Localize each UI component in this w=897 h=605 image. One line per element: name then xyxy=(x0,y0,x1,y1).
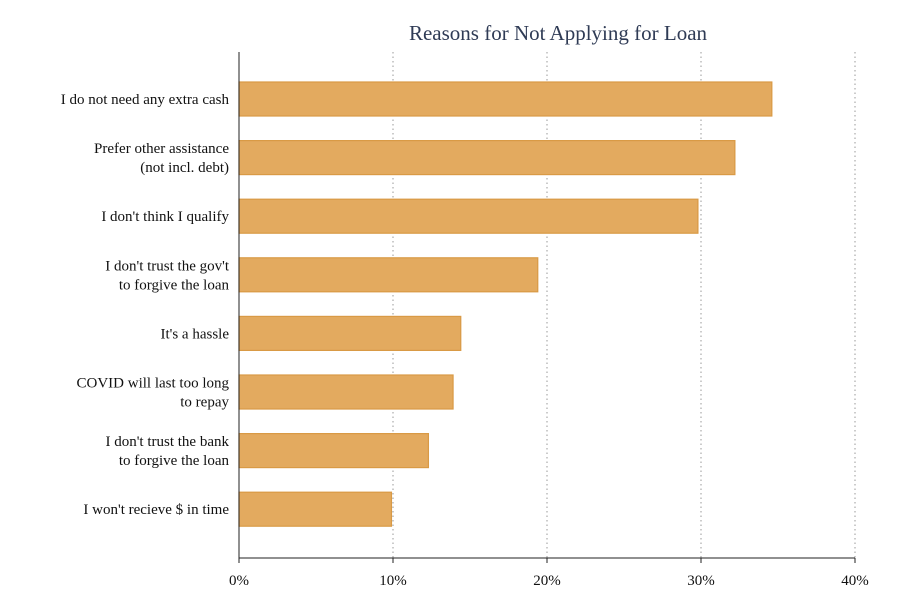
category-label-1-line-1: (not incl. debt) xyxy=(140,160,229,176)
bars xyxy=(238,81,773,527)
chart-title: Reasons for Not Applying for Loan xyxy=(409,21,708,45)
x-tick-label-40: 40% xyxy=(841,573,869,589)
category-label-6-line-1: to forgive the loan xyxy=(119,453,230,469)
bar-5 xyxy=(238,374,454,410)
category-label-4: It's a hassle xyxy=(160,326,229,342)
grid-lines xyxy=(392,52,856,558)
category-label-1: Prefer other assistance (not incl. debt) xyxy=(94,141,229,176)
category-label-5-line-1: to repay xyxy=(180,395,229,411)
bar-3 xyxy=(238,257,539,293)
x-tick-label-20: 20% xyxy=(533,573,561,589)
x-tick-label-0: 0% xyxy=(229,573,249,589)
category-label-7: I won't recieve $ in time xyxy=(83,502,229,518)
category-label-7-line-0: I won't recieve $ in time xyxy=(83,502,229,518)
category-label-5: COVID will last too long to repay xyxy=(77,376,230,411)
bar-7 xyxy=(238,491,393,527)
category-label-6: I don't trust the bank to forgive the loa… xyxy=(105,434,229,469)
category-label-2: I don't think I qualify xyxy=(101,209,229,225)
category-label-2-line-0: I don't think I qualify xyxy=(101,209,229,225)
bar-1 xyxy=(238,140,736,176)
category-label-6-line-0: I don't trust the bank xyxy=(105,434,229,450)
bar-0 xyxy=(238,81,773,117)
x-tick-label-30: 30% xyxy=(687,573,715,589)
category-label-3-line-0: I don't trust the gov't xyxy=(105,258,230,274)
bar-2 xyxy=(238,198,699,234)
axes: 0% 10% 20% 30% 40% xyxy=(229,52,869,589)
category-labels: I do not need any extra cash Prefer other… xyxy=(61,92,230,518)
category-label-1-line-0: Prefer other assistance xyxy=(94,141,229,157)
bar-6 xyxy=(238,433,430,469)
category-label-0-line-0: I do not need any extra cash xyxy=(61,92,230,108)
category-label-3: I don't trust the gov't to forgive the lo… xyxy=(105,258,230,293)
category-label-0: I do not need any extra cash xyxy=(61,92,230,108)
category-label-5-line-0: COVID will last too long xyxy=(77,376,230,392)
category-label-4-line-0: It's a hassle xyxy=(160,326,229,342)
x-tick-label-10: 10% xyxy=(379,573,407,589)
category-label-3-line-1: to forgive the loan xyxy=(119,277,230,293)
bar-4 xyxy=(238,315,462,351)
